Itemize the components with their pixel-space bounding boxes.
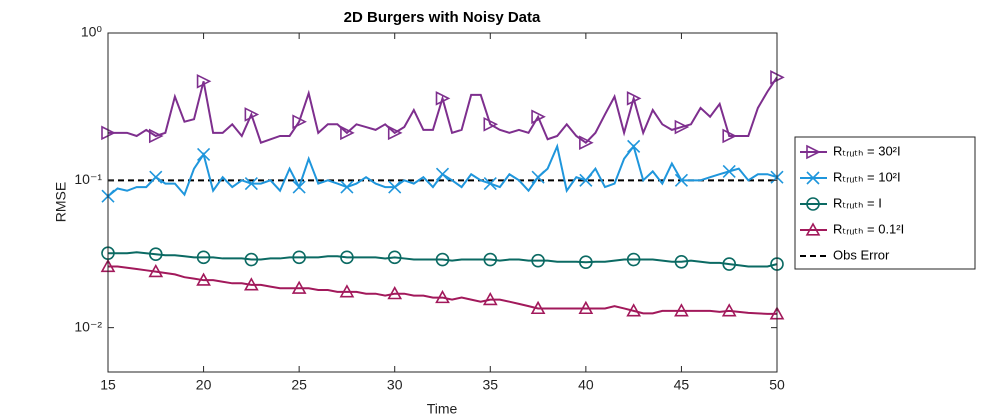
legend-label: Rₜᵣᵤₜₕ = 10²I xyxy=(833,169,901,184)
legend-marker xyxy=(805,222,821,236)
marker xyxy=(435,167,450,181)
marker xyxy=(674,303,689,317)
marker xyxy=(148,128,164,144)
legend-label: Rₜᵣᵤₜₕ = 30²I xyxy=(833,143,901,158)
marker xyxy=(531,170,545,184)
y-axis-label: RMSE xyxy=(53,182,69,222)
marker xyxy=(148,263,164,278)
marker xyxy=(483,117,499,132)
legend-marker xyxy=(806,171,820,185)
marker xyxy=(579,135,594,151)
marker xyxy=(579,173,593,187)
legend-label: Rₜᵣᵤₜₕ = I xyxy=(833,195,882,210)
marker xyxy=(722,257,737,271)
x-tick-label: 50 xyxy=(769,377,785,393)
marker xyxy=(722,164,736,178)
marker xyxy=(196,272,211,286)
marker xyxy=(292,114,307,129)
marker xyxy=(722,128,738,144)
marker xyxy=(101,246,115,261)
chart-title: 2D Burgers with Noisy Data xyxy=(344,9,541,26)
marker xyxy=(626,91,642,106)
marker xyxy=(292,250,306,265)
marker xyxy=(388,180,402,194)
series-line xyxy=(108,251,778,268)
marker xyxy=(435,91,451,106)
marker xyxy=(578,300,594,315)
marker xyxy=(482,291,498,306)
marker xyxy=(243,277,259,291)
marker xyxy=(387,250,402,265)
x-tick-label: 15 xyxy=(100,377,116,393)
axes-box xyxy=(107,32,778,373)
y-tick-label: 10⁻² xyxy=(74,318,102,334)
marker xyxy=(196,74,212,89)
marker xyxy=(770,257,784,271)
marker xyxy=(435,252,450,267)
marker xyxy=(483,177,497,191)
x-axis-label: Time xyxy=(427,401,458,417)
marker xyxy=(579,255,593,270)
marker xyxy=(148,247,163,262)
marker xyxy=(196,250,211,265)
x-tick-label: 25 xyxy=(291,377,307,393)
x-tick-label: 40 xyxy=(578,377,594,393)
y-tick-label: 10⁻¹ xyxy=(74,171,102,187)
marker xyxy=(387,286,403,300)
legend-label: Rₜᵣᵤₜₕ = 0.1²I xyxy=(833,221,904,236)
marker xyxy=(530,300,546,315)
series-line xyxy=(108,76,778,145)
marker xyxy=(244,177,258,191)
marker xyxy=(483,252,498,267)
marker xyxy=(674,254,689,269)
legend-marker xyxy=(806,197,820,211)
marker xyxy=(244,107,260,122)
x-tick-label: 20 xyxy=(196,377,212,393)
marker xyxy=(292,180,306,194)
x-tick-label: 30 xyxy=(387,377,403,393)
x-tick-label: 45 xyxy=(674,377,690,393)
x-tick-label: 35 xyxy=(482,377,498,393)
marker xyxy=(674,119,690,135)
marker xyxy=(387,125,403,141)
marker xyxy=(674,173,688,187)
marker xyxy=(340,125,355,141)
marker xyxy=(291,280,307,294)
marker xyxy=(626,252,641,267)
marker xyxy=(626,303,642,317)
marker xyxy=(531,109,546,125)
marker xyxy=(340,180,354,194)
marker xyxy=(435,289,450,304)
legend-label: Obs Error xyxy=(833,247,890,262)
marker xyxy=(339,284,355,298)
marker xyxy=(721,303,737,317)
marker xyxy=(531,253,545,268)
marker xyxy=(197,147,211,161)
marker xyxy=(340,250,354,265)
series-line xyxy=(108,265,777,315)
marker xyxy=(627,139,641,153)
marker xyxy=(149,170,163,184)
legend-marker xyxy=(806,144,821,160)
marker xyxy=(244,252,259,267)
y-tick-label: 10⁰ xyxy=(81,24,103,40)
